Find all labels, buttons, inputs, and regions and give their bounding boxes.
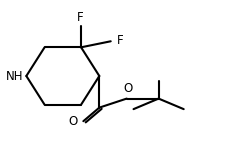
- Text: O: O: [68, 115, 77, 128]
- Text: F: F: [76, 11, 83, 24]
- Text: NH: NH: [5, 69, 23, 83]
- Text: F: F: [116, 34, 123, 47]
- Text: O: O: [123, 82, 132, 95]
